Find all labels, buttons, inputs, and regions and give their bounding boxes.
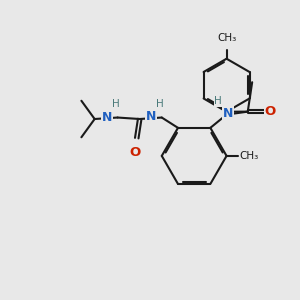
Text: H: H bbox=[112, 99, 120, 109]
Text: H: H bbox=[214, 96, 222, 106]
Text: N: N bbox=[102, 111, 112, 124]
Text: CH₃: CH₃ bbox=[217, 33, 236, 43]
Text: O: O bbox=[130, 146, 141, 158]
Text: H: H bbox=[156, 99, 164, 109]
Text: CH₃: CH₃ bbox=[240, 151, 259, 161]
Text: N: N bbox=[146, 110, 157, 123]
Text: N: N bbox=[223, 106, 233, 120]
Text: O: O bbox=[265, 105, 276, 118]
